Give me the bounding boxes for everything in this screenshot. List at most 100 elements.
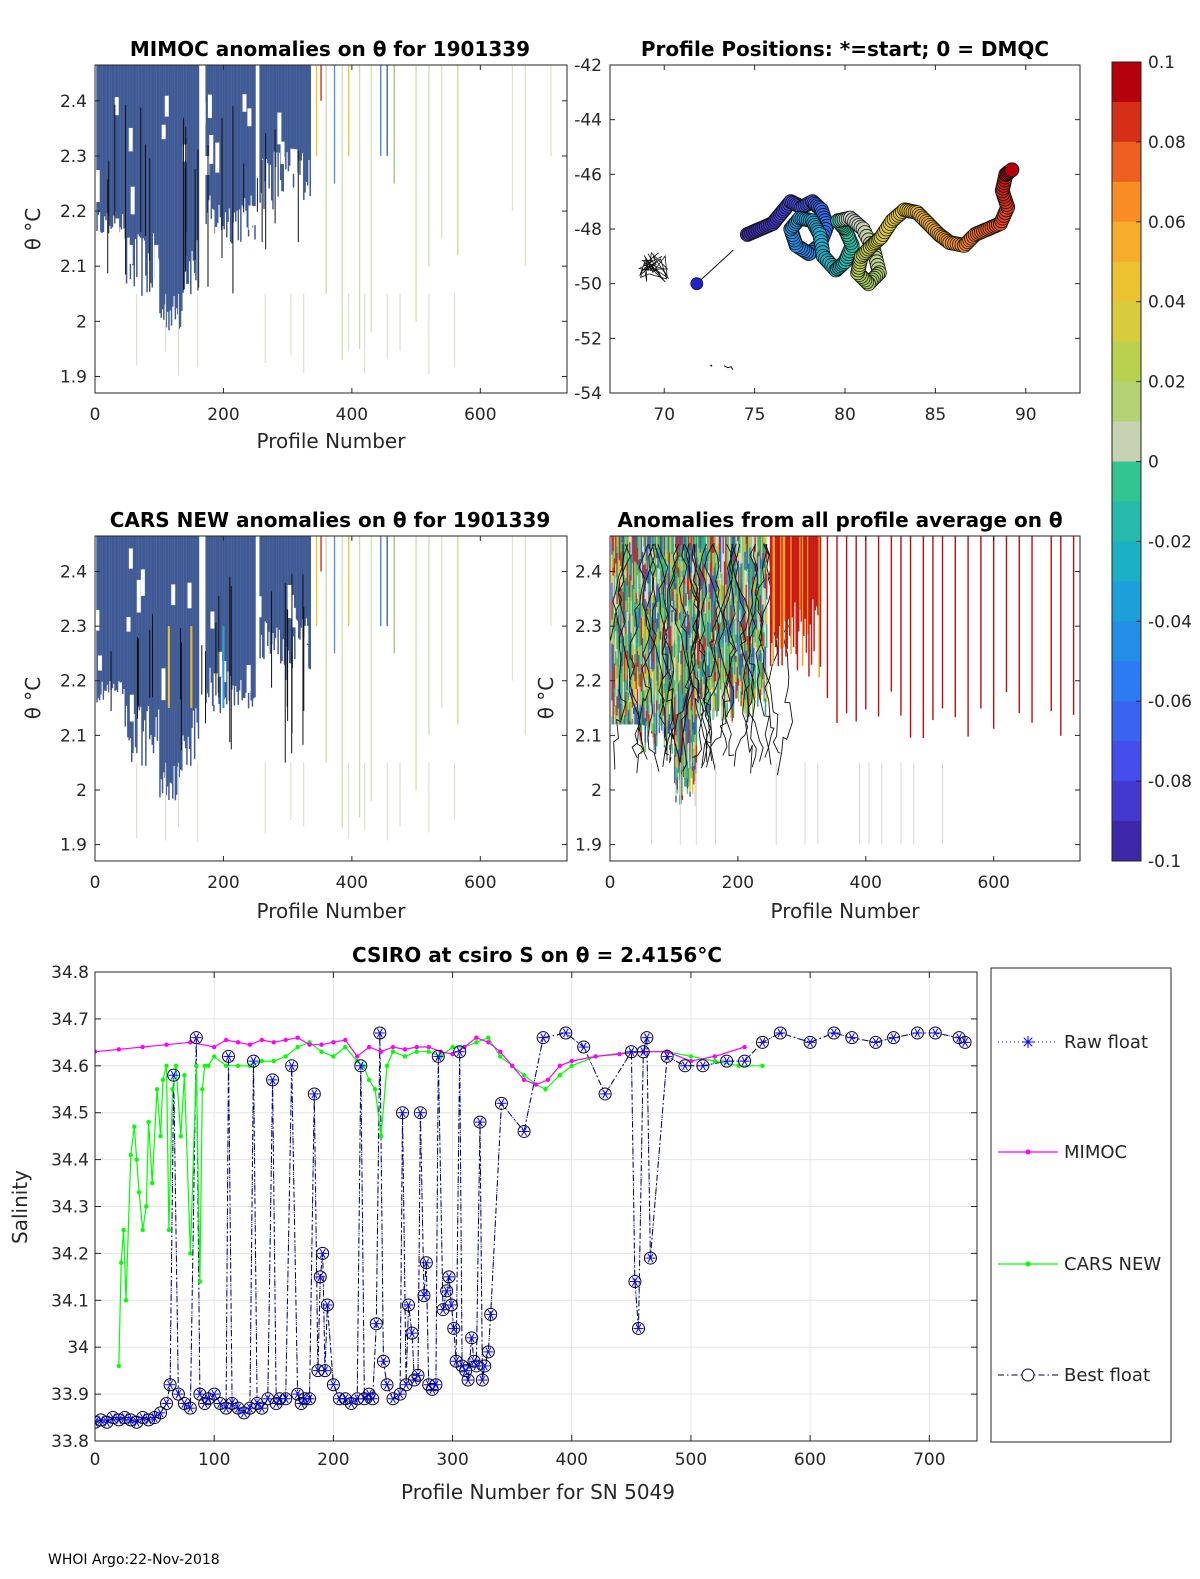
cars-new-point — [124, 1298, 128, 1302]
y-tick-label: 1.9 — [60, 367, 87, 387]
anomaly-cell — [740, 604, 741, 620]
mimoc-point — [546, 1078, 550, 1082]
anomaly-column — [262, 536, 263, 657]
anomaly-cell — [696, 659, 697, 687]
anomaly-cell — [629, 575, 630, 598]
anomaly-cell — [711, 688, 712, 690]
anomaly-cell — [675, 536, 676, 545]
anomaly-cell — [765, 647, 766, 673]
y-tick-label: 34.7 — [51, 1010, 89, 1030]
anomaly-cell — [702, 677, 703, 692]
anomaly-cell — [728, 536, 729, 547]
anomaly-cell — [643, 716, 644, 725]
x-tick-label: 400 — [336, 405, 368, 425]
anomaly-cell — [653, 694, 654, 703]
anomaly-cell — [647, 717, 648, 733]
anomaly-column — [189, 65, 190, 261]
anomaly-cell — [738, 686, 739, 702]
mimoc-point — [427, 1045, 431, 1049]
legend-dot-icon — [1026, 1150, 1031, 1155]
anomaly-column-red — [808, 536, 809, 677]
anomaly-column — [309, 65, 310, 196]
anomaly-cell — [765, 714, 766, 715]
anomaly-cell — [761, 585, 762, 611]
anomaly-cell — [742, 583, 743, 595]
anomaly-column — [155, 65, 156, 264]
anomaly-cell — [648, 584, 649, 591]
anomaly-cell — [733, 662, 734, 686]
anomaly-cell — [726, 607, 727, 625]
cars-new-point — [522, 1073, 526, 1077]
anomaly-cell — [697, 665, 698, 671]
anomaly-column-red — [812, 536, 813, 599]
anomaly-column — [209, 536, 210, 668]
anomaly-column — [153, 65, 154, 233]
anomaly-column — [297, 536, 298, 621]
gap-cell — [247, 665, 251, 693]
anomaly-cell — [613, 576, 614, 597]
anomaly-cell — [737, 667, 738, 691]
anomaly-column — [306, 65, 307, 182]
cars-new-point — [427, 1050, 431, 1054]
anomaly-cell — [639, 584, 640, 594]
anomaly-cell — [628, 581, 629, 597]
anomaly-cell — [678, 635, 679, 662]
mimoc-point — [307, 1042, 311, 1046]
anomaly-column — [299, 65, 300, 175]
anomaly-cell — [669, 654, 670, 669]
anomaly-cell — [620, 552, 621, 566]
x-tick-label: 600 — [977, 873, 1009, 893]
anomaly-cell — [763, 701, 764, 702]
anomaly-cell — [679, 536, 680, 557]
anomaly-cell — [766, 624, 767, 648]
anomaly-cell — [720, 578, 721, 584]
anomaly-column — [234, 65, 235, 213]
anomaly-cell — [615, 705, 616, 712]
anomaly-cell — [634, 673, 635, 682]
anomaly-cell — [737, 652, 738, 667]
anomaly-column — [154, 536, 155, 737]
anomaly-cell — [638, 680, 639, 686]
anomaly-cell — [735, 536, 736, 543]
anomaly-column — [239, 536, 240, 690]
anomaly-cell — [613, 665, 614, 693]
anomaly-cell — [714, 601, 715, 622]
gap-cell — [129, 128, 133, 151]
anomaly-column-red — [778, 536, 779, 666]
anomaly-cell — [657, 613, 658, 629]
anomaly-cell — [763, 536, 764, 543]
anomaly-cell — [647, 642, 648, 669]
anomaly-cell — [694, 781, 695, 806]
anomaly-cell — [634, 536, 635, 562]
anomaly-cell — [677, 683, 678, 691]
anomaly-cell — [655, 692, 656, 713]
anomaly-cell — [760, 595, 761, 622]
anomaly-column — [107, 536, 108, 685]
anomaly-cell — [748, 573, 749, 599]
anomaly-cell — [616, 696, 617, 715]
anomaly-cell — [751, 654, 752, 663]
anomaly-column — [213, 65, 214, 210]
anomaly-cell — [687, 580, 688, 594]
anomaly-column — [271, 65, 272, 201]
anomaly-cell — [632, 639, 633, 655]
anomaly-cell — [645, 702, 646, 718]
anomaly-cell — [707, 622, 708, 647]
mimoc-point — [212, 1045, 216, 1049]
mimoc-point — [522, 1078, 526, 1082]
anomaly-column — [127, 65, 128, 238]
anomaly-cell — [766, 648, 767, 672]
anomaly-column — [195, 536, 196, 708]
anomaly-cell — [657, 710, 658, 725]
anomaly-cell — [633, 708, 634, 714]
anomaly-column — [280, 536, 281, 664]
anomaly-cell — [705, 536, 706, 543]
anomaly-column-red — [799, 536, 800, 610]
anomaly-column — [218, 65, 219, 205]
anomaly-cell — [656, 619, 657, 632]
anomaly-cell — [646, 697, 647, 711]
anomaly-column — [302, 65, 303, 153]
anomaly-cell — [614, 689, 615, 707]
anomaly-cell — [642, 536, 643, 552]
y-tick-label: 34.3 — [51, 1198, 89, 1218]
